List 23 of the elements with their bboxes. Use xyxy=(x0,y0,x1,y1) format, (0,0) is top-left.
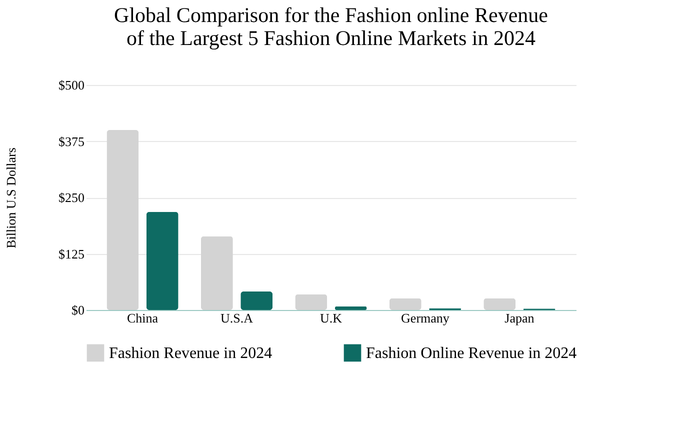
bar xyxy=(106,130,139,310)
y-tick-label: $250 xyxy=(58,190,84,205)
bar xyxy=(389,298,422,310)
bar xyxy=(484,298,516,310)
x-tick-label: Japan xyxy=(504,310,535,326)
x-tick-label: China xyxy=(127,310,158,326)
y-tick-label: $375 xyxy=(58,134,84,149)
y-axis-title: Billion U.S Dollars xyxy=(4,148,18,248)
bar xyxy=(334,306,367,310)
legend-label: Fashion Online Revenue in 2024 xyxy=(366,344,577,362)
bar xyxy=(200,236,233,310)
text: Global Comparison for the Fashion online Revenue xyxy=(114,3,548,27)
bar xyxy=(240,292,273,310)
bar xyxy=(146,212,178,310)
text: of the Largest 5 Fashion Online Markets in 2024 xyxy=(126,26,536,50)
y-tick-label: $0 xyxy=(72,302,84,318)
x-tick-label: U.K xyxy=(320,310,343,326)
x-tick-label: U.S.A xyxy=(220,310,254,326)
y-tick-label: $500 xyxy=(58,78,84,92)
bar xyxy=(295,294,328,310)
legend-label: Fashion Revenue in 2024 xyxy=(109,344,272,362)
x-tick-label: Germany xyxy=(401,310,450,326)
y-tick-label: $125 xyxy=(58,246,84,262)
